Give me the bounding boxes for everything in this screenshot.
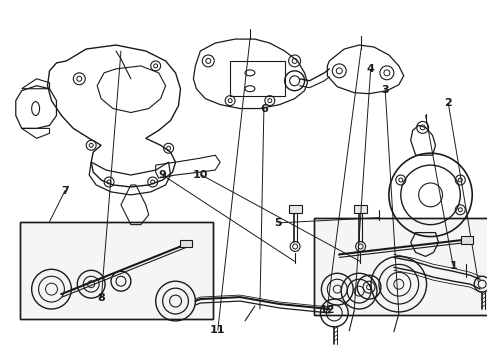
Text: 2: 2 <box>444 98 451 108</box>
Polygon shape <box>288 205 301 213</box>
Bar <box>230 61 284 96</box>
Text: 11: 11 <box>210 325 225 335</box>
Text: 4: 4 <box>366 64 374 74</box>
Text: 7: 7 <box>61 186 69 196</box>
Text: 8: 8 <box>97 293 105 303</box>
Text: 5: 5 <box>274 218 282 228</box>
Polygon shape <box>353 205 366 213</box>
Text: 1: 1 <box>448 261 456 271</box>
Text: 12: 12 <box>319 305 334 315</box>
Text: 3: 3 <box>381 85 388 95</box>
FancyBboxPatch shape <box>180 239 192 247</box>
Bar <box>314 218 488 315</box>
Bar <box>20 222 213 319</box>
Bar <box>20 222 213 319</box>
FancyBboxPatch shape <box>460 235 472 243</box>
Bar <box>314 218 488 315</box>
Text: 10: 10 <box>193 170 208 180</box>
Text: 6: 6 <box>260 104 267 113</box>
Text: 9: 9 <box>158 170 165 180</box>
